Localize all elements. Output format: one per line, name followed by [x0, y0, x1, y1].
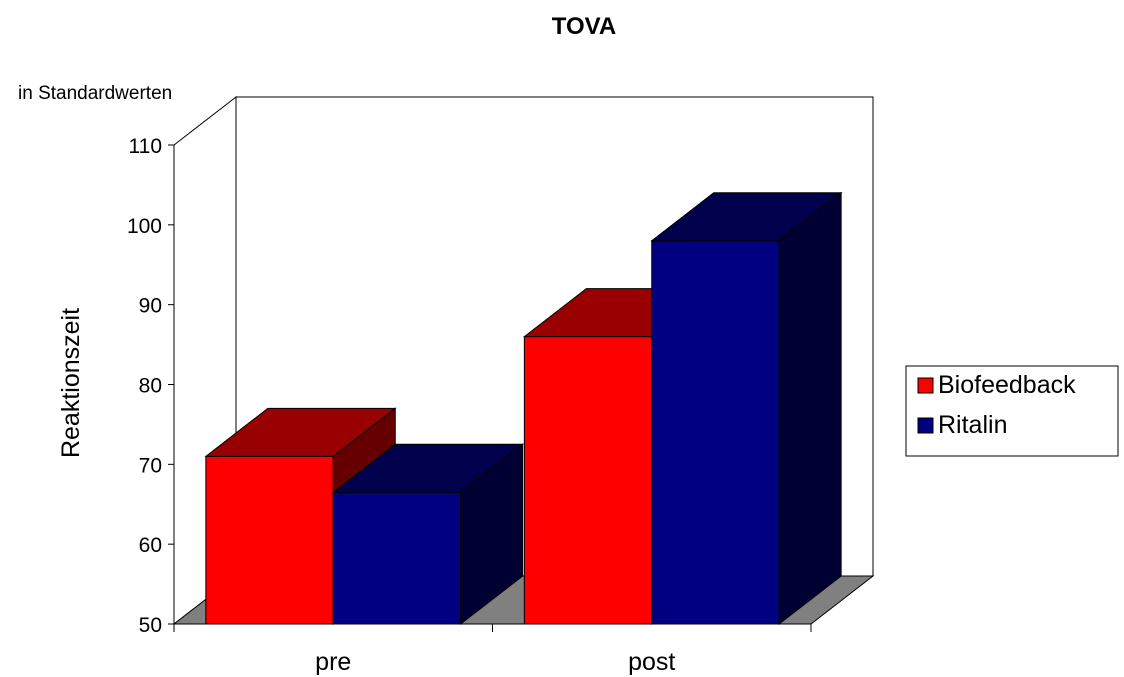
legend-swatch [917, 377, 934, 394]
legend: Biofeedback Ritalin [905, 365, 1119, 457]
y-axis-label: Reaktionszeit [57, 308, 85, 458]
bar-front [523, 336, 653, 625]
bar-front [205, 455, 334, 625]
bar-ritalin-post [650, 191, 843, 626]
y-tick-label: 80 [139, 375, 162, 398]
legend-box [905, 365, 1119, 457]
bar-side [778, 191, 842, 626]
bar-front [651, 240, 780, 625]
x-tick-label: post [628, 648, 675, 676]
y-tick-label: 70 [139, 454, 162, 477]
y-tick-label: 50 [139, 614, 162, 637]
bars [204, 191, 843, 626]
bar-side [460, 443, 524, 626]
legend-swatch [917, 417, 934, 434]
x-axis: pre post [173, 623, 812, 676]
y-axis: 50 60 70 80 90 100 110 [127, 135, 175, 637]
y-tick-label: 100 [127, 215, 162, 238]
legend-label: Ritalin [938, 411, 1007, 439]
bar-ritalin-pre [331, 443, 525, 626]
x-tick-label: pre [315, 648, 351, 676]
chart-title: TOVA [552, 13, 616, 40]
bar-front [332, 491, 462, 625]
y-tick-label: 90 [139, 295, 162, 318]
legend-label: Biofeedback [938, 371, 1076, 399]
y-tick-label: 60 [139, 534, 162, 557]
chart-subtitle: in Standardwerten [18, 83, 172, 104]
y-tick-label: 110 [129, 135, 162, 158]
